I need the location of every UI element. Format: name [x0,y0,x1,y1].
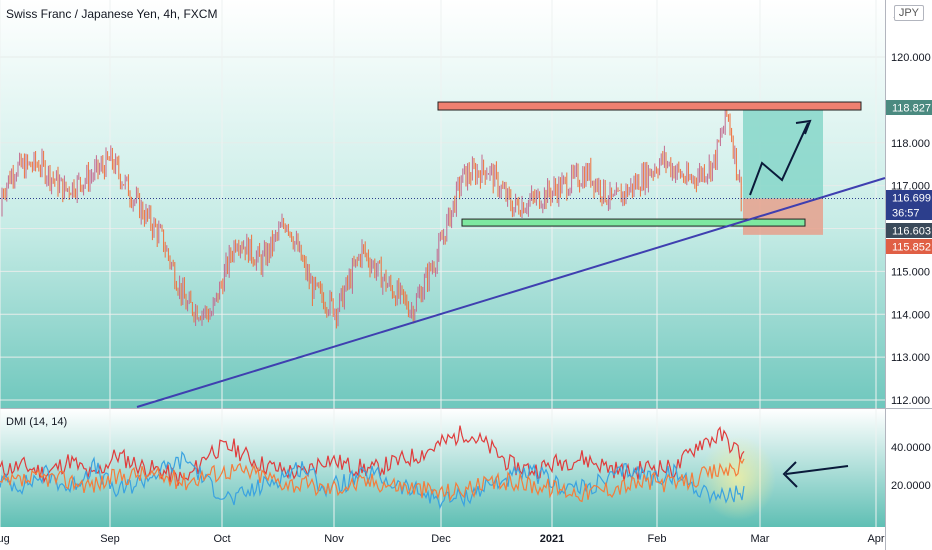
annotation-arrow[interactable] [785,465,849,475]
forecast-arrowhead [795,119,812,135]
main-pane-background [0,0,885,408]
chart-title: Swiss Franc / Japanese Yen, 4h, FXCM [6,7,218,21]
forecast-path[interactable] [749,122,809,196]
resistance-zone[interactable] [437,101,862,111]
price-tag [886,239,932,254]
price-tag-label: 116.699 [892,193,931,205]
price-tag [886,190,932,205]
y-tick-label: 117.000 [891,181,930,193]
dmi-series-line [0,450,745,510]
currency-button[interactable]: JPY [893,5,924,21]
stop-zone[interactable] [743,198,823,235]
highlight-glow [700,436,776,520]
y-tick-label: 115.000 [891,266,930,278]
annotation-arrowhead [782,461,798,488]
dmi-y-tick-label: 40.0000 [891,442,931,454]
currency-label: JPY [898,7,919,19]
x-tick-label: Dec [431,533,451,545]
time-axis-background [0,527,885,550]
price-tag-label: 36:57 [892,208,920,220]
price-tag-label: 118.827 [892,103,931,115]
y-tick-label: 112.000 [891,395,930,407]
indicator-label: DMI (14, 14) [6,416,68,428]
x-tick-label: 2021 [540,533,564,545]
x-tick-label: Sep [100,533,120,545]
x-tick-label: Feb [648,533,667,545]
price-tag-label: 116.603 [892,226,931,238]
y-tick-label: 118.000 [891,138,930,150]
y-tick-label: 113.000 [891,352,930,364]
price-tag-label: 115.852 [892,242,931,254]
price-tag [886,100,932,115]
x-tick-label: Nov [324,533,344,545]
x-tick-label: Mar [751,533,770,545]
x-tick-label: Aug [0,533,10,545]
price-axis-background [885,0,932,550]
price-tag [886,205,932,220]
dmi-series-line [0,457,745,503]
support-zone[interactable] [461,218,806,227]
dmi-y-tick-label: 20.0000 [891,480,931,492]
price-tag [886,223,932,238]
y-tick-label: 114.000 [891,309,930,321]
y-tick-label: 120.000 [891,52,931,64]
x-tick-label: Oct [213,533,230,545]
x-tick-label: Apr [867,533,884,545]
trendline[interactable] [136,177,886,408]
